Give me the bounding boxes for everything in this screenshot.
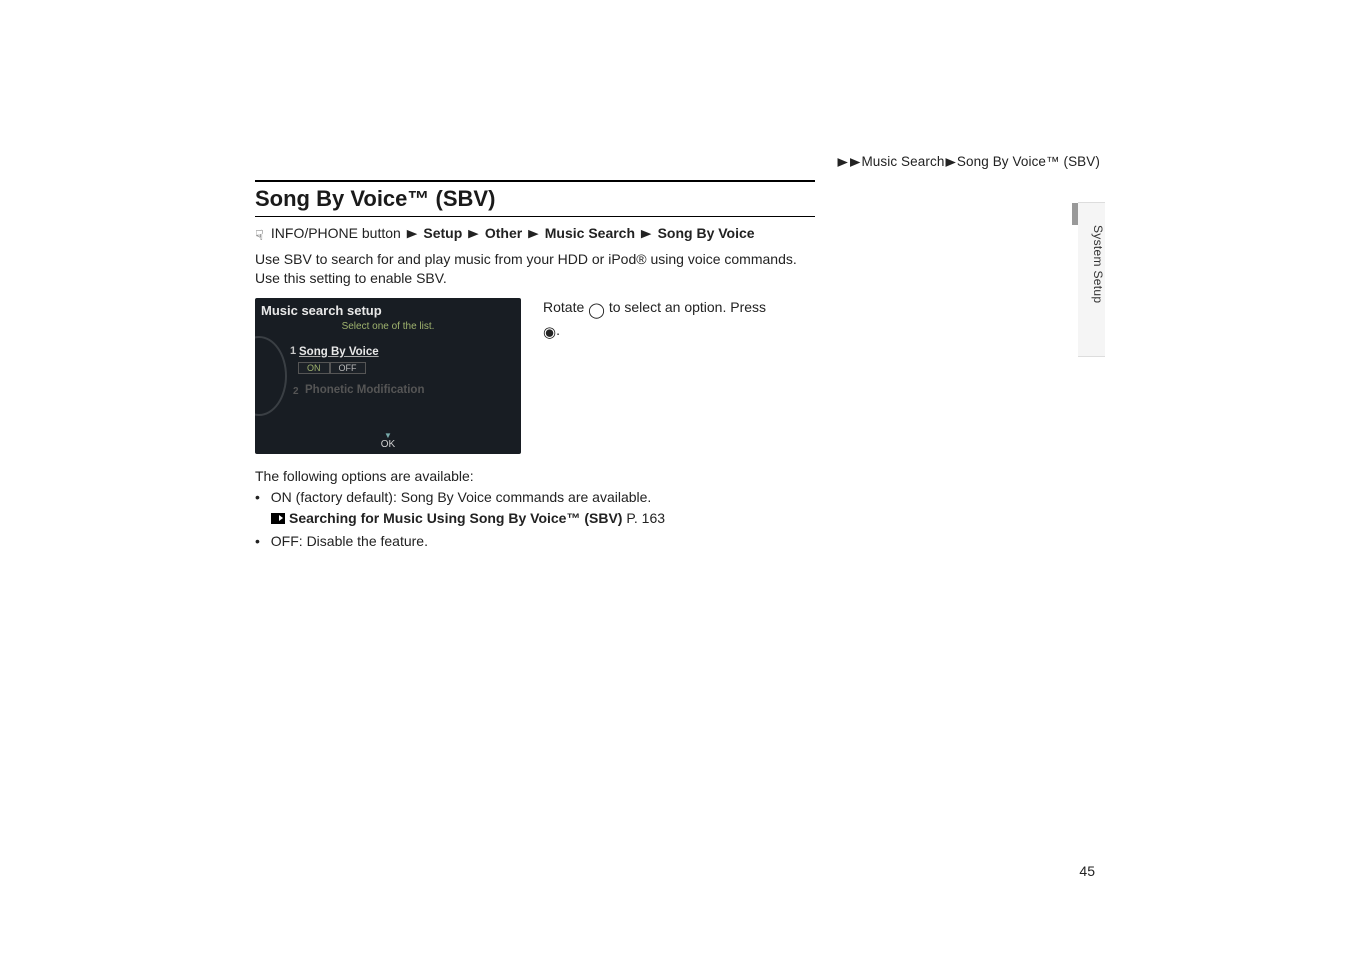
nav-song-by-voice: Song By Voice bbox=[658, 225, 755, 241]
nav-pre: INFO/PHONE button bbox=[271, 225, 401, 241]
breadcrumb: ▶▶Music Search▶Song By Voice™ (SBV) bbox=[836, 154, 1100, 170]
chevron-right-icon: ▶ bbox=[468, 227, 479, 241]
chevron-right-icon: ▶ bbox=[528, 227, 539, 241]
instr-mid: to select an option. Press bbox=[605, 299, 766, 315]
device-item-sbv: 1 Song By Voice ON OFF bbox=[299, 342, 379, 374]
device-ok: OK bbox=[255, 432, 521, 450]
instruction-text: Rotate ◯ to select an option. Press ◉. bbox=[543, 298, 803, 343]
rotate-dial-icon: ◯ bbox=[588, 300, 605, 321]
device-screenshot: Music search setup Select one of the lis… bbox=[255, 298, 521, 454]
lead-text: Use SBV to search for and play music fro… bbox=[255, 250, 815, 288]
dial-graphic bbox=[255, 336, 287, 416]
nav-other: Other bbox=[485, 225, 522, 241]
opt-on-rest: (factory default): Song By Voice command… bbox=[292, 489, 652, 505]
nav-path: ☟ INFO/PHONE button ▶ Setup ▶ Other ▶ Mu… bbox=[255, 225, 815, 244]
chevron-right-icon: ▶ bbox=[837, 155, 847, 169]
book-icon bbox=[271, 513, 285, 524]
opt-off-rest: : Disable the feature. bbox=[299, 533, 428, 549]
instr-pre: Rotate bbox=[543, 299, 588, 315]
device-subtitle: Select one of the list. bbox=[255, 321, 521, 332]
page-number: 45 bbox=[1079, 863, 1095, 879]
device-item-phonetic: Phonetic Modification bbox=[305, 384, 424, 396]
chevron-right-icon: ▶ bbox=[850, 155, 860, 169]
finger-icon: ☟ bbox=[255, 227, 267, 244]
nav-music-search: Music Search bbox=[545, 225, 635, 241]
cross-ref: Searching for Music Using Song By Voice™… bbox=[271, 508, 815, 529]
link-page: P. 163 bbox=[622, 510, 665, 526]
chevron-right-icon: ▶ bbox=[641, 227, 652, 241]
device-item-label: Song By Voice bbox=[299, 346, 379, 358]
side-tab-label: System Setup bbox=[1091, 225, 1105, 303]
options-block: The following options are available: ON … bbox=[255, 466, 815, 552]
main-content: Song By Voice™ (SBV) ☟ INFO/PHONE button… bbox=[255, 180, 815, 554]
opt-on-label: ON bbox=[271, 489, 292, 505]
rule-thick bbox=[255, 180, 815, 182]
options-intro: The following options are available: bbox=[255, 466, 815, 487]
side-tab: System Setup bbox=[1078, 202, 1105, 357]
nav-setup: Setup bbox=[423, 225, 462, 241]
pill-off: OFF bbox=[330, 362, 366, 374]
link-text: Searching for Music Using Song By Voice™… bbox=[289, 510, 622, 526]
pill-on: ON bbox=[298, 362, 330, 374]
opt-off-label: OFF bbox=[271, 533, 299, 549]
chevron-right-icon: ▶ bbox=[945, 155, 955, 169]
page-title: Song By Voice™ (SBV) bbox=[255, 186, 815, 212]
option-on: ON (factory default): Song By Voice comm… bbox=[255, 487, 815, 529]
device-title: Music search setup bbox=[261, 303, 382, 318]
device-item-number: 1 bbox=[290, 345, 296, 357]
option-off: OFF: Disable the feature. bbox=[255, 531, 815, 552]
chevron-right-icon: ▶ bbox=[407, 227, 418, 241]
instr-post: . bbox=[556, 322, 560, 338]
breadcrumb-seg-1: Music Search bbox=[861, 154, 944, 169]
breadcrumb-seg-2: Song By Voice™ (SBV) bbox=[957, 154, 1100, 169]
rule-thin bbox=[255, 216, 815, 217]
press-dial-icon: ◉ bbox=[543, 322, 556, 343]
side-tab-marker bbox=[1072, 203, 1078, 225]
